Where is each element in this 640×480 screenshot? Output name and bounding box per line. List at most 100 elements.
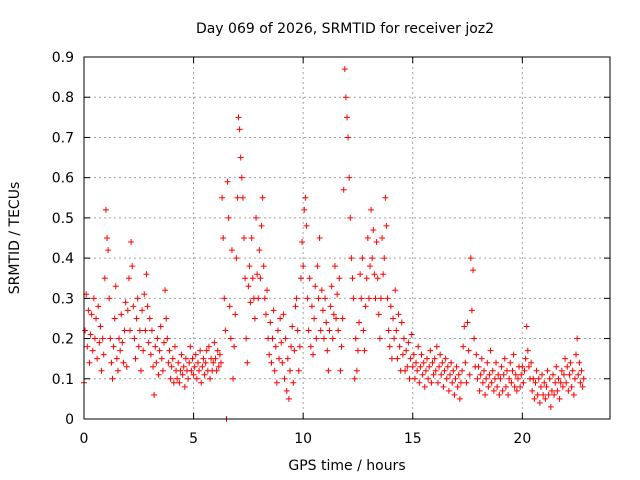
data-point xyxy=(159,367,166,374)
data-point xyxy=(87,331,94,338)
data-point xyxy=(406,375,413,382)
data-point xyxy=(433,343,440,350)
data-point xyxy=(293,295,300,302)
data-point xyxy=(381,255,388,262)
data-point xyxy=(356,319,363,326)
data-point xyxy=(125,275,132,282)
data-point xyxy=(266,351,273,358)
data-point xyxy=(439,359,446,366)
data-point xyxy=(198,379,205,386)
data-point xyxy=(502,383,509,390)
data-point xyxy=(533,367,540,374)
data-point xyxy=(316,235,323,241)
data-point xyxy=(500,371,507,378)
data-point xyxy=(294,327,301,334)
data-point xyxy=(540,391,547,398)
data-point xyxy=(470,267,477,274)
data-point xyxy=(390,315,397,322)
data-point xyxy=(459,367,466,374)
data-point xyxy=(315,295,322,302)
data-point xyxy=(289,323,296,330)
data-point xyxy=(489,367,496,374)
data-point xyxy=(400,335,407,342)
data-point xyxy=(420,359,427,366)
data-point xyxy=(85,307,92,314)
data-point xyxy=(91,335,98,342)
data-point xyxy=(97,323,104,330)
data-point xyxy=(350,295,357,302)
data-point xyxy=(202,359,209,366)
data-point xyxy=(157,323,164,330)
data-point xyxy=(310,351,317,358)
data-point xyxy=(522,355,529,362)
data-point xyxy=(245,283,252,290)
y-tick-label: 0.2 xyxy=(52,332,74,348)
data-point xyxy=(135,343,142,350)
data-point xyxy=(568,383,575,390)
data-point xyxy=(382,194,389,201)
data-point xyxy=(422,367,429,374)
data-point xyxy=(246,263,253,270)
data-point xyxy=(466,371,473,378)
data-point xyxy=(426,363,433,370)
data-point xyxy=(363,275,370,282)
data-point xyxy=(165,359,172,366)
data-point xyxy=(262,311,269,318)
data-point xyxy=(444,363,451,370)
data-point xyxy=(537,383,544,390)
data-point xyxy=(225,214,232,221)
data-point xyxy=(471,335,478,342)
data-point xyxy=(453,363,460,370)
data-point xyxy=(152,343,159,350)
data-point xyxy=(442,355,449,362)
data-point xyxy=(139,307,146,314)
data-point xyxy=(230,375,237,382)
data-point xyxy=(545,391,552,398)
data-point xyxy=(232,311,239,318)
data-point xyxy=(408,331,415,338)
data-point xyxy=(267,319,274,326)
data-point xyxy=(143,271,150,278)
data-point xyxy=(93,315,100,322)
data-point xyxy=(498,363,505,370)
data-point xyxy=(162,287,169,294)
x-tick-label: 15 xyxy=(404,431,422,447)
data-point xyxy=(385,327,392,334)
data-point xyxy=(365,295,372,302)
data-point xyxy=(287,367,294,374)
data-point xyxy=(190,371,197,378)
data-point xyxy=(108,359,115,366)
data-point xyxy=(531,395,538,402)
data-point xyxy=(403,347,410,354)
data-point xyxy=(177,367,184,374)
data-point xyxy=(166,347,173,354)
y-tick-label: 0.9 xyxy=(52,50,74,66)
data-point xyxy=(221,295,228,302)
data-point xyxy=(132,355,139,362)
data-point xyxy=(473,351,480,358)
data-point xyxy=(114,367,121,374)
data-point xyxy=(94,355,101,362)
data-point xyxy=(313,335,320,342)
data-point xyxy=(357,271,364,278)
data-point xyxy=(521,367,528,374)
data-point xyxy=(297,275,304,282)
data-point xyxy=(214,347,221,354)
data-point xyxy=(518,371,525,378)
data-point xyxy=(428,379,435,386)
data-point xyxy=(576,359,583,366)
data-point xyxy=(215,363,222,370)
data-point xyxy=(421,383,428,390)
data-point xyxy=(119,339,126,346)
data-point xyxy=(109,375,116,382)
data-point xyxy=(116,335,123,342)
data-point xyxy=(268,359,275,366)
data-point xyxy=(331,263,338,270)
data-point xyxy=(413,359,420,366)
data-point xyxy=(512,371,519,378)
data-point xyxy=(392,287,399,294)
data-point xyxy=(199,363,206,370)
data-point xyxy=(402,367,409,374)
data-point xyxy=(550,371,557,378)
data-point xyxy=(326,327,333,334)
